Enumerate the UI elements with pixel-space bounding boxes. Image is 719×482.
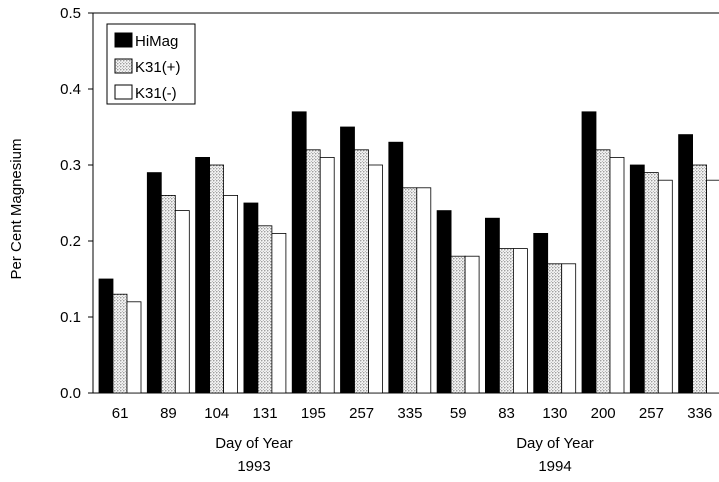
- bar-k31-7: [464, 255, 480, 394]
- bar-himag-0: [98, 278, 114, 394]
- x-tick-label: 131: [253, 405, 278, 422]
- bar-k31-8: [498, 248, 514, 394]
- bar-k31-0: [112, 293, 128, 394]
- bar-k31-9: [561, 263, 577, 394]
- bar-k31-6: [416, 187, 432, 394]
- year-label: 1994: [538, 458, 571, 475]
- bar-himag-9: [533, 232, 549, 394]
- x-tick-label: 104: [204, 405, 229, 422]
- x-tick-label: 335: [397, 405, 422, 422]
- legend-swatch-k31-plus: [114, 58, 133, 74]
- legend: HiMag K31(+) K31(-): [106, 23, 196, 105]
- bar-himag-6: [388, 141, 404, 394]
- x-tick-label: 336: [687, 405, 712, 422]
- bar-k31-10: [609, 156, 625, 394]
- x-ticks: 61 89 104 131 195 257 335 59 83 130 200 257 336: [112, 405, 712, 422]
- y-tick-label: 0.2: [60, 233, 81, 250]
- bar-himag-12: [678, 134, 693, 394]
- legend-label-himag: HiMag: [135, 33, 178, 50]
- bar-k31-0: [126, 301, 142, 394]
- x-tick-label: 61: [112, 405, 129, 422]
- bar-k31-2: [223, 194, 239, 394]
- bar-k31-4: [319, 156, 335, 394]
- x-tick-label: 59: [450, 405, 467, 422]
- x-tick-label: 257: [639, 405, 664, 422]
- bar-himag-10: [581, 111, 597, 394]
- bar-himag-1: [146, 172, 162, 394]
- x-tick-label: 130: [542, 405, 567, 422]
- bar-k31-12: [706, 179, 719, 394]
- bar-k31-6: [402, 187, 418, 394]
- y-tick-label: 0.4: [60, 81, 81, 98]
- bar-k31-11: [643, 172, 659, 394]
- x-tick-label: 257: [349, 405, 374, 422]
- y-ticks: 0.0 0.1 0.2 0.3 0.4 0.5: [60, 5, 93, 402]
- bar-k31-10: [595, 149, 611, 394]
- legend-label-k31-minus: K31(-): [135, 85, 177, 102]
- bars: [98, 111, 719, 394]
- y-axis-label: Per Cent Magnesium: [8, 139, 25, 280]
- bar-k31-11: [657, 179, 673, 394]
- bar-k31-2: [209, 164, 225, 394]
- legend-label-k31-plus: K31(+): [135, 59, 180, 76]
- bar-k31-1: [174, 210, 190, 394]
- legend-swatch-k31-minus: [114, 84, 133, 100]
- bar-k31-9: [547, 263, 563, 394]
- bar-k31-5: [354, 149, 369, 394]
- bar-k31-3: [271, 232, 287, 394]
- x-tick-label: 89: [160, 405, 177, 422]
- bar-k31-5: [368, 164, 383, 394]
- x-tick-label: 200: [591, 405, 616, 422]
- bar-himag-5: [340, 126, 355, 394]
- x-tick-label: 83: [498, 405, 515, 422]
- group-labels: Day of Year 1993 Day of Year 1994: [215, 435, 594, 475]
- year-label: 1993: [237, 458, 270, 475]
- y-tick-label: 0.5: [60, 5, 81, 22]
- bar-himag-11: [629, 164, 645, 394]
- bar-himag-8: [484, 217, 500, 394]
- bar-k31-1: [160, 194, 176, 394]
- bar-k31-12: [692, 164, 707, 394]
- x-tick-label: 195: [301, 405, 326, 422]
- y-tick-label: 0.3: [60, 157, 81, 174]
- bar-himag-7: [436, 210, 452, 394]
- bar-himag-3: [243, 202, 259, 394]
- bar-k31-8: [513, 248, 528, 394]
- x-axis-label: Day of Year: [516, 435, 594, 452]
- bar-himag-2: [195, 156, 211, 394]
- bar-himag-4: [291, 111, 307, 394]
- x-axis-label: Day of Year: [215, 435, 293, 452]
- y-tick-label: 0.1: [60, 309, 81, 326]
- legend-swatch-himag: [114, 32, 133, 48]
- bar-k31-3: [257, 225, 273, 394]
- y-tick-label: 0.0: [60, 385, 81, 402]
- bar-k31-7: [450, 255, 466, 394]
- bar-k31-4: [305, 149, 321, 394]
